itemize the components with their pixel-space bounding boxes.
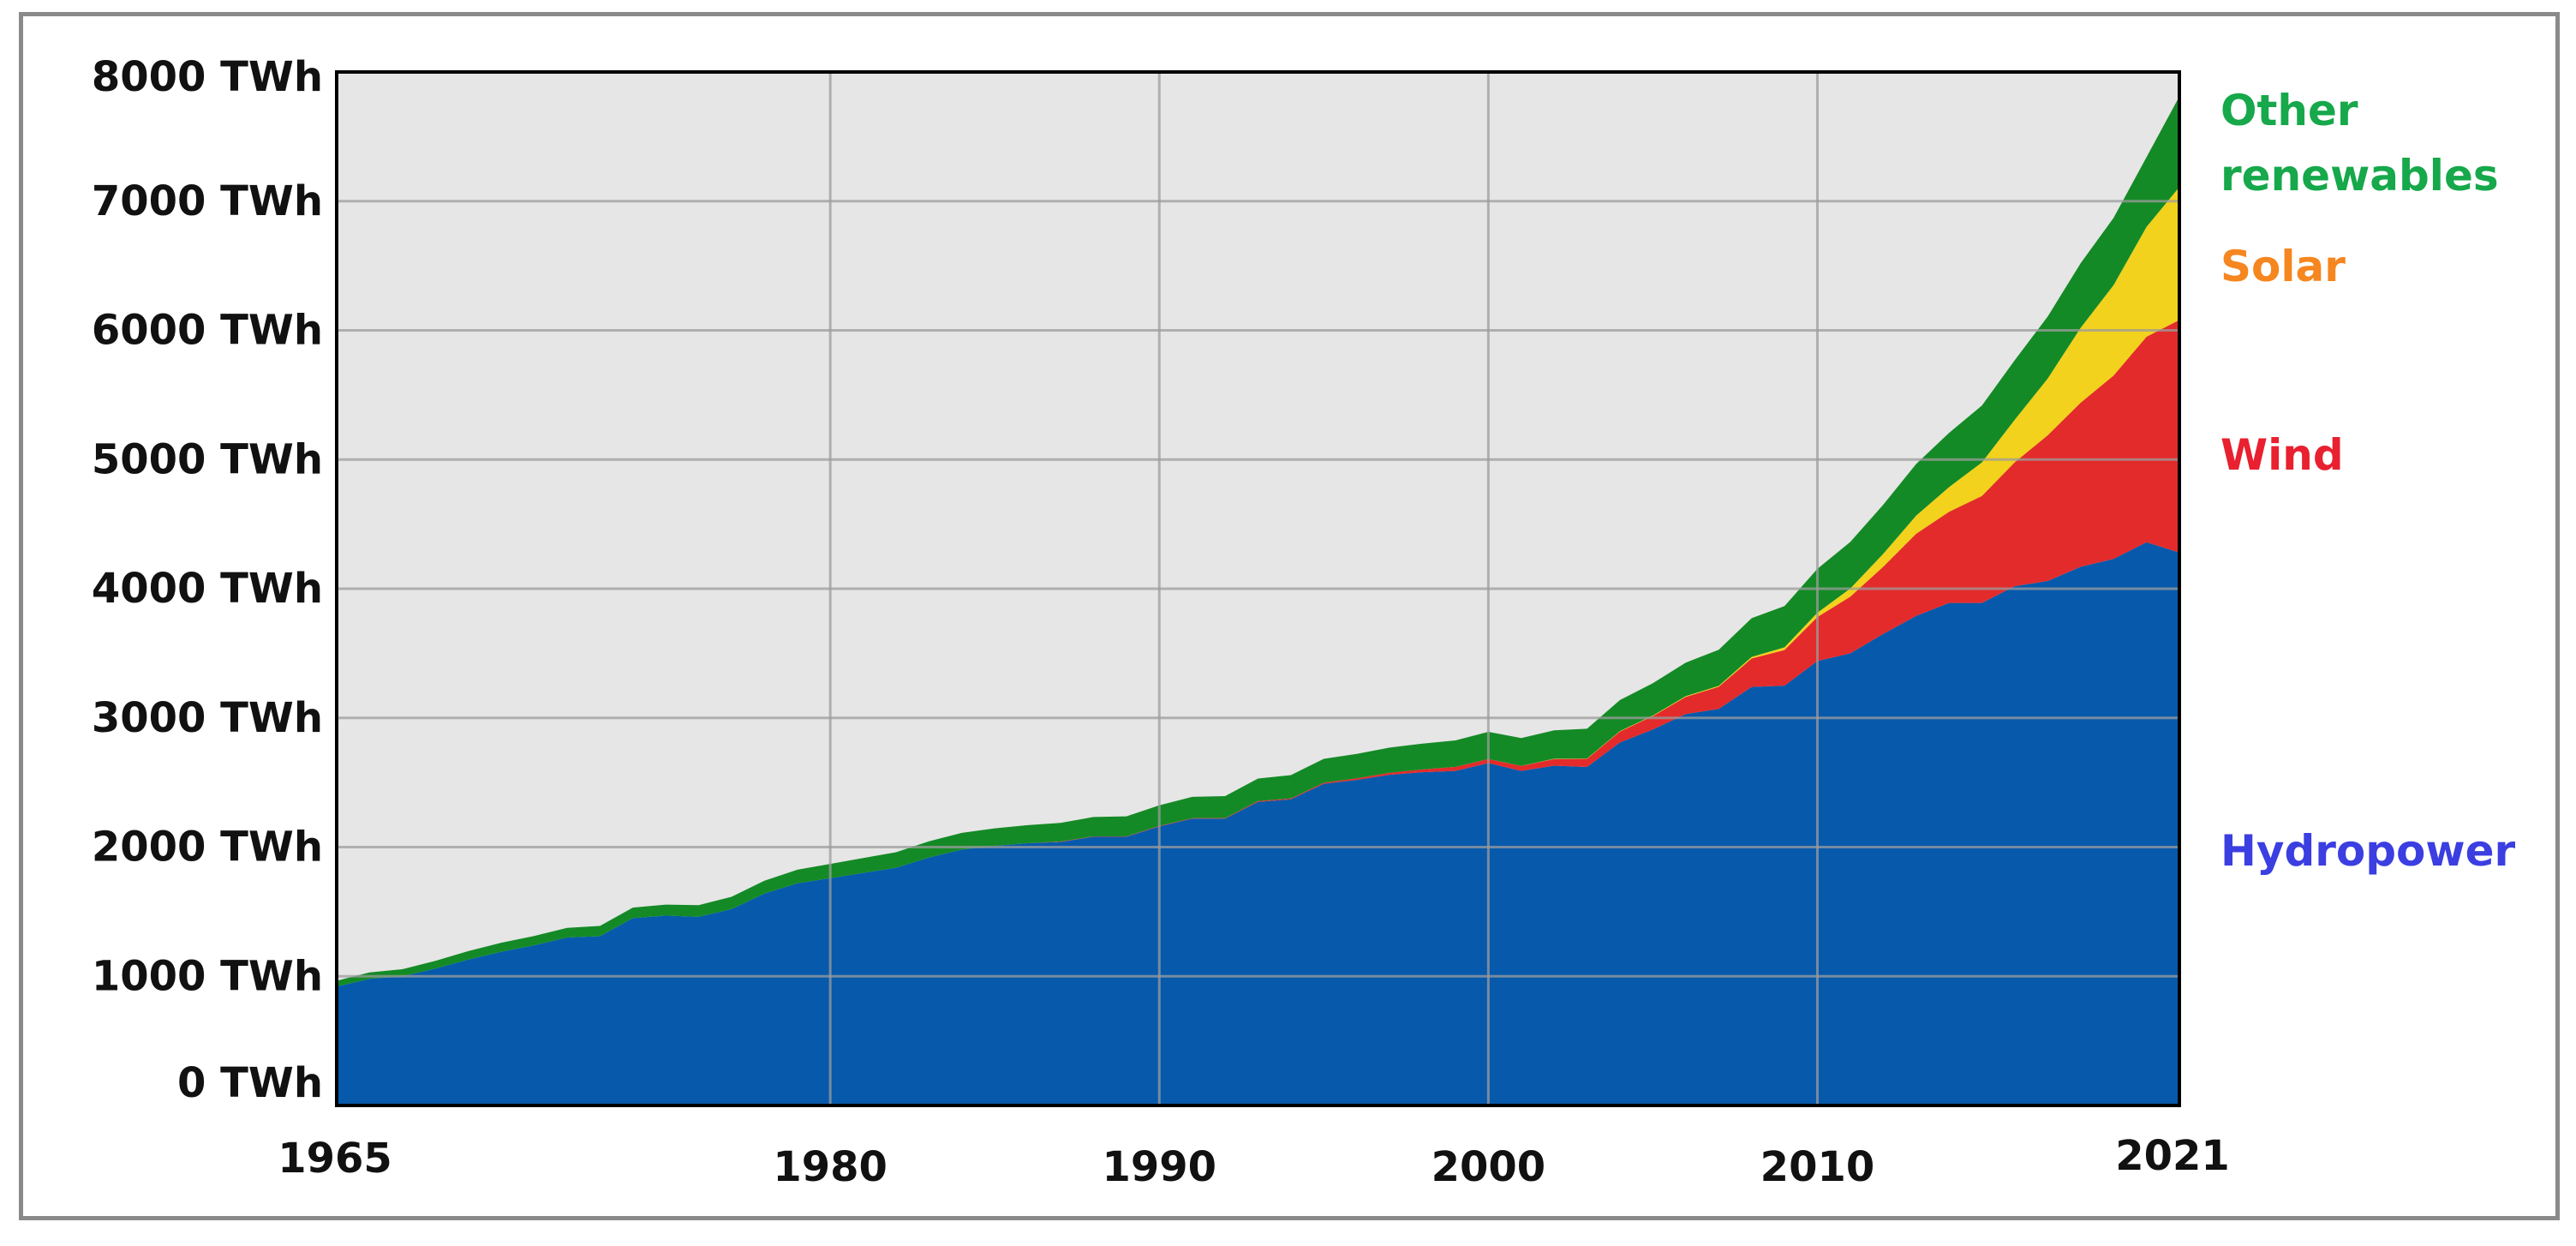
y-tick-label: 2000 TWh: [92, 824, 323, 872]
series-area-wind: [337, 320, 2179, 987]
x-tick-label: 2000: [1431, 1143, 1546, 1191]
y-tick-label: 8000 TWh: [92, 53, 323, 101]
x-tick-label: 2021: [2115, 1132, 2230, 1180]
x-tick-label: 2010: [1760, 1143, 1875, 1191]
x-tick-label: 1990: [1102, 1143, 1216, 1191]
plot-border: [335, 70, 2181, 1107]
legend-label-other-renewables-line2: renewables: [2220, 151, 2499, 201]
x-tick-label: 1980: [773, 1143, 888, 1191]
y-tick-label: 1000 TWh: [92, 952, 323, 1000]
x-tick-label: 1965: [278, 1135, 392, 1183]
y-tick-label: 6000 TWh: [92, 307, 323, 355]
y-tick-label: 5000 TWh: [92, 435, 323, 483]
y-tick-label: 3000 TWh: [92, 694, 323, 742]
legend-label-other-renewables-line1: Other: [2220, 86, 2358, 135]
y-tick-label: 0 TWh: [177, 1059, 323, 1107]
legend-label-wind: Wind: [2220, 430, 2344, 480]
legend-label-solar: Solar: [2220, 242, 2346, 291]
y-tick-label: 7000 TWh: [92, 177, 323, 225]
series-area-hydropower: [337, 542, 2179, 1105]
y-tick-label: 4000 TWh: [92, 565, 323, 613]
legend-label-hydropower: Hydropower: [2220, 826, 2515, 876]
